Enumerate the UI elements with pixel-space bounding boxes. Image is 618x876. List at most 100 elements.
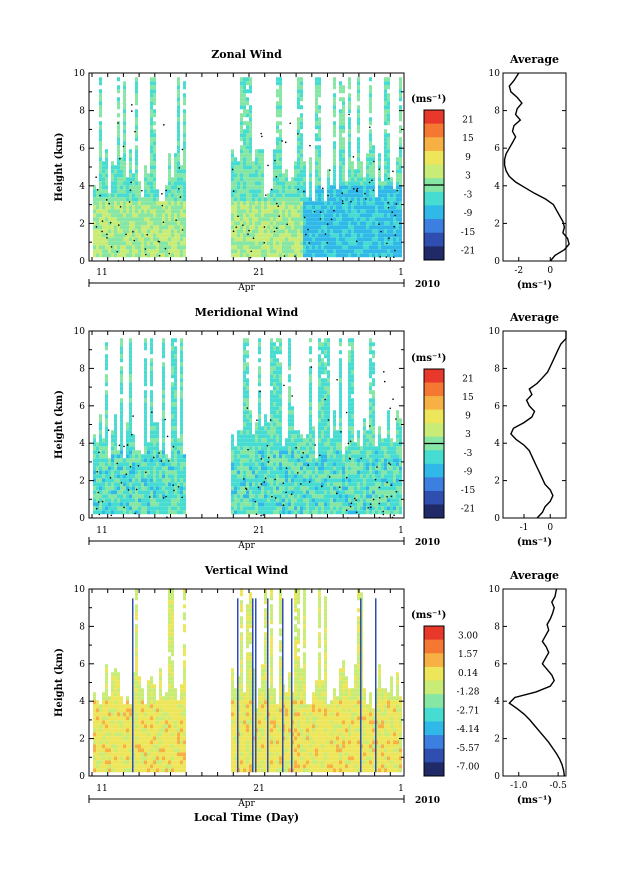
heatmap-cell (348, 221, 351, 226)
heatmap-cell (243, 77, 246, 82)
heatmap-cell (108, 193, 111, 198)
heatmap-cell (177, 466, 180, 471)
heatmap-cell (243, 157, 246, 162)
heatmap-cell (258, 422, 261, 427)
heatmap-cell (168, 253, 171, 258)
heatmap-cell (387, 137, 390, 142)
heatmap-cell (282, 221, 285, 226)
heatmap-cell (237, 450, 240, 455)
heatmap-cell (306, 205, 309, 210)
heatmap-cell (360, 201, 363, 206)
heatmap-cell (378, 482, 381, 487)
heatmap-cell (252, 201, 255, 206)
heatmap-cell (138, 470, 141, 475)
heatmap-cell (243, 197, 246, 202)
heatmap-cell (144, 177, 147, 182)
heatmap-cell (243, 217, 246, 222)
heatmap-cell (252, 205, 255, 210)
heatmap-cell (312, 486, 315, 491)
heatmap-cell (276, 498, 279, 503)
colorbar-swatch (424, 137, 444, 152)
heatmap-cell (243, 374, 246, 379)
heatmap-cell (387, 490, 390, 495)
heatmap-cell (153, 253, 156, 258)
heatmap-cell (135, 185, 138, 190)
heatmap-cell (270, 382, 273, 387)
heatmap-cell (126, 426, 129, 431)
heatmap-cell (381, 506, 384, 511)
heatmap-cell (306, 225, 309, 230)
heatmap-cell (138, 225, 141, 230)
heatmap-cell (375, 486, 378, 491)
heatmap-cell (276, 446, 279, 451)
heatmap-cell (168, 217, 171, 222)
heatmap-cell (399, 149, 402, 154)
heatmap-cell (360, 249, 363, 254)
heatmap-cell (180, 402, 183, 407)
heatmap-cell (279, 93, 282, 98)
heatmap-cell (378, 498, 381, 503)
heatmap-cell (381, 478, 384, 483)
heatmap-cell (378, 494, 381, 499)
heatmap-cell (333, 217, 336, 222)
heatmap-cell (234, 161, 237, 166)
heatmap-cell (309, 414, 312, 419)
heatmap-cell (375, 221, 378, 226)
heatmap-cell (276, 229, 279, 234)
heatmap-cell (249, 181, 252, 186)
heatmap-cell (399, 169, 402, 174)
heatmap-cell (102, 213, 105, 218)
heatmap-cell (156, 430, 159, 435)
heatmap-cell (369, 93, 372, 98)
heatmap-cell (168, 241, 171, 246)
heatmap-cell (126, 221, 129, 226)
heatmap-cell (240, 177, 243, 182)
zonal-profile-y-tick-label: 2 (494, 219, 500, 229)
heatmap-cell (399, 189, 402, 194)
heatmap-cell (342, 177, 345, 182)
heatmap-cell (171, 434, 174, 439)
heatmap-cell (342, 241, 345, 246)
heatmap-cell (159, 229, 162, 234)
heatmap-cell (183, 229, 186, 234)
contour-dot (373, 160, 375, 163)
heatmap-cell (234, 165, 237, 170)
heatmap-cell (357, 181, 360, 186)
heatmap-cell (144, 446, 147, 451)
heatmap-cell (276, 346, 279, 351)
heatmap-cell (366, 225, 369, 230)
heatmap-cell (147, 442, 150, 447)
heatmap-cell (372, 382, 375, 387)
heatmap-cell (252, 169, 255, 174)
heatmap-cell (345, 490, 348, 495)
heatmap-cell (372, 434, 375, 439)
heatmap-cell (180, 506, 183, 511)
heatmap-cell (351, 474, 354, 479)
heatmap-cell (174, 450, 177, 455)
heatmap-cell (381, 438, 384, 443)
heatmap-cell (387, 189, 390, 194)
heatmap-cell (246, 378, 249, 383)
heatmap-cell (303, 474, 306, 479)
heatmap-cell (234, 189, 237, 194)
heatmap-cell (117, 466, 120, 471)
heatmap-cell (177, 205, 180, 210)
heatmap-cell (360, 237, 363, 242)
heatmap-cell (309, 398, 312, 403)
heatmap-cell (177, 217, 180, 222)
heatmap-cell (159, 249, 162, 254)
heatmap-cell (369, 474, 372, 479)
heatmap-cell (372, 422, 375, 427)
contour-dot (105, 199, 108, 201)
heatmap-cell (360, 253, 363, 258)
heatmap-cell (144, 430, 147, 435)
heatmap-cell (360, 177, 363, 182)
heatmap-cell (96, 498, 99, 503)
heatmap-cell (180, 418, 183, 423)
heatmap-cell (279, 101, 282, 106)
heatmap-cell (258, 462, 261, 467)
heatmap-cell (162, 338, 165, 343)
heatmap-cell (258, 378, 261, 383)
heatmap-cell (126, 470, 129, 475)
heatmap-cell (312, 209, 315, 214)
